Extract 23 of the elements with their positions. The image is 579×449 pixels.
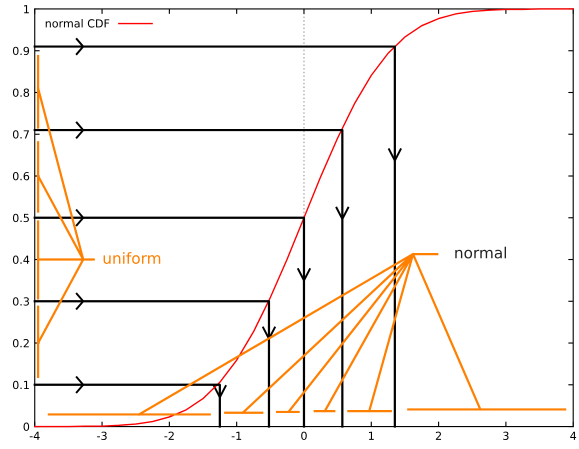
legend-label: normal CDF [46, 18, 110, 28]
x-tick-label: 1 [368, 432, 374, 440]
x-tick-label: -2 [164, 432, 174, 440]
y-tick-label: 1 [24, 5, 29, 14]
x-tick-label: 3 [503, 432, 509, 440]
y-tick-label: 0.1 [12, 380, 29, 390]
x-tick-label: 2 [436, 432, 442, 440]
x-tick-label: -1 [232, 432, 242, 440]
y-tick-label: 0.5 [12, 214, 29, 222]
annotation: uniform [104, 252, 160, 264]
x-tick-label: 4 [570, 432, 576, 440]
y-tick-label: 0.9 [12, 46, 30, 56]
y-tick-label: 0.8 [12, 88, 30, 97]
y-tick-label: 0.3 [12, 297, 29, 306]
y-tick-label: 0.6 [12, 172, 30, 180]
y-tick-label: 0 [24, 422, 30, 431]
x-tick-label: -4 [30, 432, 40, 440]
annotation: normal [455, 246, 506, 259]
x-tick-label: -3 [97, 432, 107, 440]
y-tick-label: 0.2 [12, 339, 29, 348]
y-tick-label: 0.4 [12, 255, 30, 264]
y-tick-label: 0.7 [12, 130, 29, 139]
x-tick-label: 0 [301, 432, 307, 440]
